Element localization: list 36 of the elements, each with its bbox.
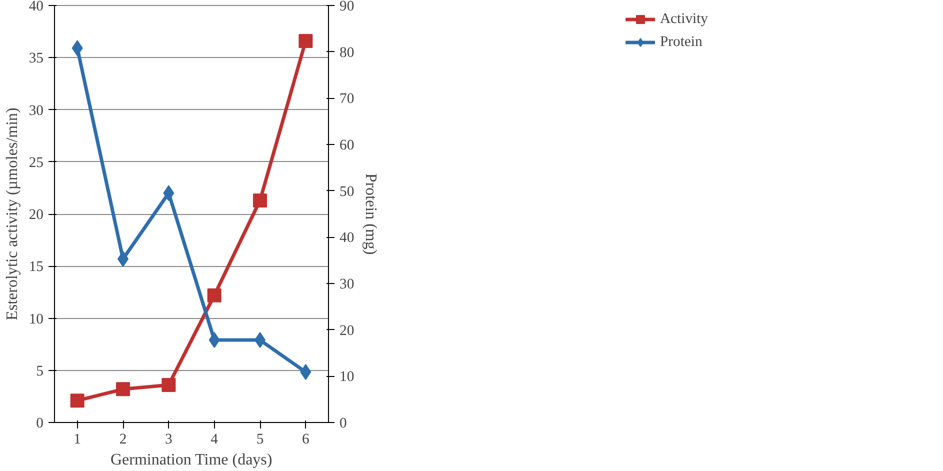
x-tick-label: 2 [119,432,127,448]
x-tick-label: 4 [210,432,219,448]
x-tick-label: 6 [302,432,310,448]
y2-tick-label: 90 [340,0,354,14]
x-tick-label: 3 [165,432,172,448]
y2-tick-label: 40 [340,230,354,246]
point [70,394,84,408]
y2-tick-label: 20 [340,322,354,339]
x-axis-title: Germination Time (days) [110,452,272,468]
point [116,382,130,396]
y-tick-label: 0 [36,416,44,432]
y-tick-label: 25 [28,154,44,171]
y2-tick-label: 80 [340,44,354,61]
y-tick-label: 15 [28,259,44,276]
y2-tick-label: 30 [340,276,354,292]
y-tick-label: 20 [28,207,44,223]
y-tick-label: 40 [28,0,44,14]
point [162,378,176,392]
y-tick-label: 35 [28,50,44,67]
point [253,193,267,208]
legend-label: Protein [660,34,702,50]
y2-axis-title: Protein (mg) [362,173,380,255]
x-tick-label: 1 [74,432,81,448]
y2-tick-label: 60 [340,138,354,154]
y2-tick-label: 70 [340,91,354,108]
y-tick-label: 5 [36,363,44,380]
legend-label: Activity [660,10,708,28]
y2-tick-label: 10 [340,369,354,386]
y2-tick-label: 0 [340,416,347,432]
point [298,34,313,48]
y-tick-label: 30 [28,102,44,119]
point [207,288,222,302]
y2-tick-label: 50 [340,184,354,200]
y-tick-label: 10 [28,311,44,328]
x-tick-label: 5 [256,432,264,448]
y-axis-title: Esterolytic activity (µmoles/min) [4,108,21,320]
